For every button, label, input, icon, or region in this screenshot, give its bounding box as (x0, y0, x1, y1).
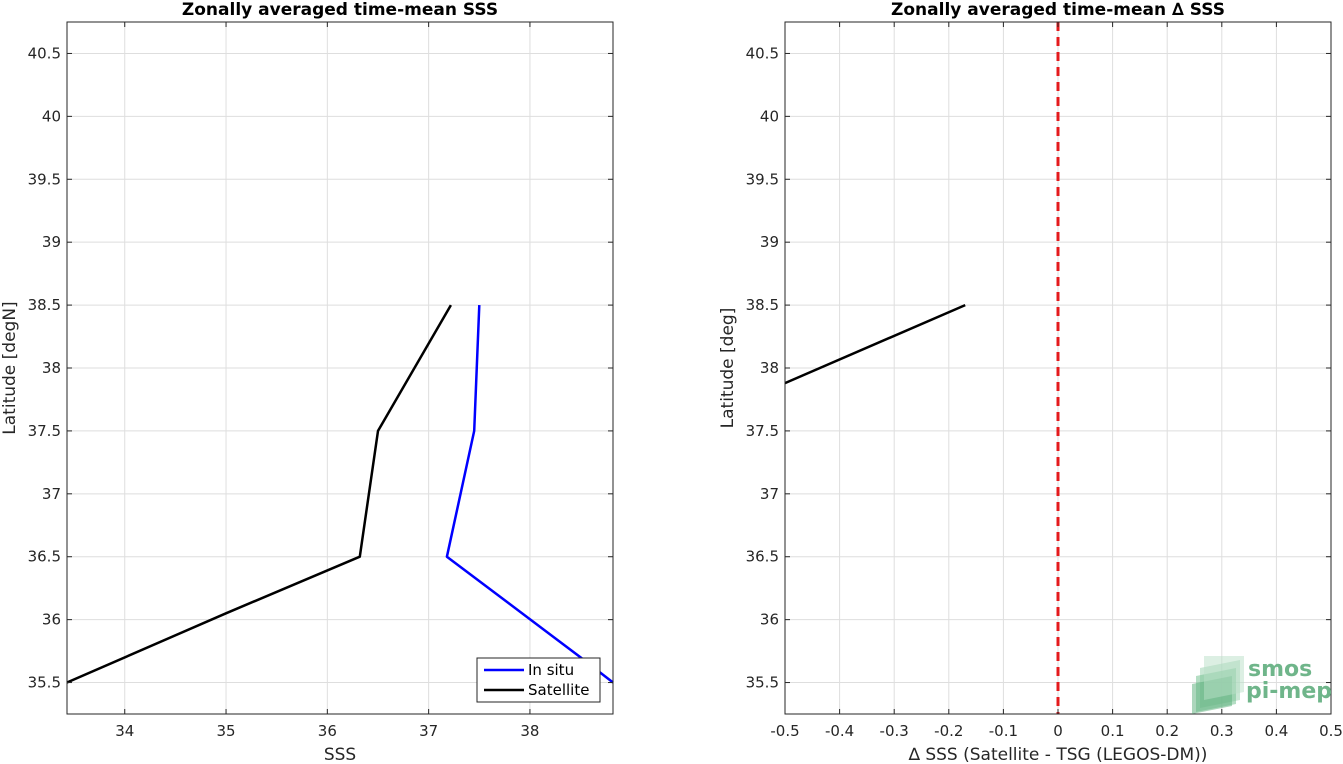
y-tick-label: 38 (42, 359, 61, 377)
x-tick-label: -0.1 (989, 722, 1018, 740)
x-tick-label: 0 (1053, 722, 1063, 740)
y-tick-label: 36 (760, 611, 779, 629)
y-tick-label: 40.5 (746, 44, 779, 62)
x-axis-label-sss: SSS (324, 745, 356, 764)
x-tick-label: -0.5 (770, 722, 799, 740)
x-tick-label: 37 (419, 722, 438, 740)
series-lines-delta-sss (784, 22, 1060, 714)
smos-pi-mep-logo: smos pi-mep (1192, 656, 1332, 714)
tick-labels-delta-sss: -0.5 -0.4 -0.3 -0.2 -0.1 0 0.1 0.2 0.3 0.4 0.5 35.5… (746, 22, 1343, 740)
y-tick-label: 37 (42, 485, 61, 503)
series-line-series-0 (784, 303, 966, 385)
panel-sss: 34 35 36 37 38 35.5 36 36.5 37 37.5 38 38.5 39 39.5 40… (0, 0, 614, 764)
y-tick-label: 36.5 (746, 548, 779, 566)
panel-delta-sss: -0.5 -0.4 -0.3 -0.2 -0.1 0 0.1 0.2 0.3 0.4 0.5 35.5… (718, 0, 1343, 764)
x-tick-label: -0.2 (934, 722, 963, 740)
x-tick-label: -0.3 (880, 722, 909, 740)
legend: In situ Satellite (476, 657, 601, 703)
logo-text-pi-mep: pi-mep (1246, 679, 1332, 704)
y-tick-label: 40 (42, 107, 61, 125)
x-tick-label: 0.3 (1210, 722, 1234, 740)
x-axis-label-delta-sss: ∆ SSS (Satellite - TSG (LEGOS-DM)) (908, 745, 1208, 764)
legend-label-in-situ: In situ (528, 661, 574, 679)
logo-layers-icon (1192, 656, 1244, 714)
x-tick-label: 0.4 (1264, 722, 1288, 740)
y-tick-label: 39.5 (746, 170, 779, 188)
series-line-satellite (66, 304, 452, 684)
y-tick-label: 36.5 (28, 548, 61, 566)
legend-label-satellite: Satellite (528, 681, 589, 699)
y-tick-label: 37.5 (28, 422, 61, 440)
y-tick-label: 35.5 (28, 674, 61, 692)
x-tick-label: 35 (216, 722, 235, 740)
y-axis-label-delta-sss: Latitude [deg] (718, 308, 738, 429)
y-tick-label: 38.5 (746, 296, 779, 314)
x-tick-label: 38 (520, 722, 539, 740)
x-tick-label: 34 (115, 722, 134, 740)
y-tick-label: 38 (760, 359, 779, 377)
x-tick-label: 36 (318, 722, 337, 740)
chart-title-sss: Zonally averaged time-mean SSS (182, 0, 498, 20)
y-tick-label: 38.5 (28, 296, 61, 314)
x-tick-label: 0.5 (1319, 722, 1343, 740)
y-tick-label: 36 (42, 611, 61, 629)
logo-text-smos: smos (1248, 657, 1312, 682)
y-tick-label: 39 (42, 233, 61, 251)
x-tick-label: -0.4 (825, 722, 854, 740)
chart-title-delta-sss: Zonally averaged time-mean ∆ SSS (891, 0, 1225, 20)
y-tick-label: 37.5 (746, 422, 779, 440)
y-tick-label: 40 (760, 107, 779, 125)
legend-box (476, 657, 601, 703)
tick-labels-sss: 34 35 36 37 38 35.5 36 36.5 37 37.5 38 38.5 39 39.5 40… (28, 22, 613, 740)
y-tick-label: 39.5 (28, 170, 61, 188)
x-tick-label: 0.2 (1155, 722, 1179, 740)
y-tick-label: 37 (760, 485, 779, 503)
y-axis-label-sss: Latitude [degN] (0, 301, 20, 434)
y-tick-label: 35.5 (746, 674, 779, 692)
grid-sss (67, 22, 613, 714)
y-tick-label: 40.5 (28, 44, 61, 62)
y-tick-label: 39 (760, 233, 779, 251)
x-tick-label: 0.1 (1101, 722, 1125, 740)
